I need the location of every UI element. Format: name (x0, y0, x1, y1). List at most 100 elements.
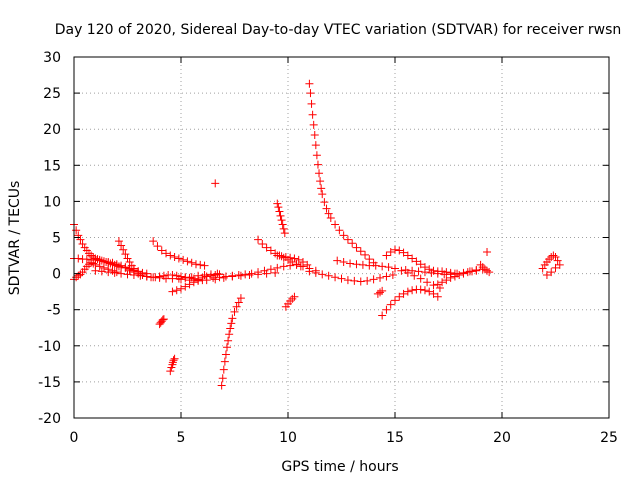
data-point (416, 274, 425, 283)
data-point (198, 273, 207, 282)
data-point (149, 237, 158, 246)
data-point (386, 247, 395, 256)
series-outlier-1 (211, 179, 220, 188)
data-point (72, 226, 81, 235)
data-point (273, 251, 282, 260)
series-arc-23 (476, 247, 494, 277)
data-point (438, 278, 447, 287)
data-point (136, 271, 145, 280)
data-point (117, 261, 126, 270)
data-point (350, 276, 359, 285)
data-point (288, 258, 297, 267)
data-point (241, 270, 250, 279)
data-point (549, 251, 558, 260)
data-point (459, 269, 468, 278)
data-point (296, 262, 305, 271)
series-arc-10 (177, 268, 280, 285)
series-arc-14 (281, 292, 299, 311)
data-point (112, 268, 121, 277)
data-point (371, 261, 380, 270)
data-point (200, 261, 209, 270)
data-point (352, 260, 361, 269)
data-point (378, 286, 387, 295)
y-tick-label: 25 (43, 86, 61, 102)
data-point (391, 264, 399, 273)
data-point (273, 263, 282, 272)
data-point (279, 224, 288, 233)
data-point (121, 263, 130, 272)
data-point (356, 247, 365, 256)
data-point (104, 268, 113, 277)
data-point (74, 271, 83, 280)
data-point (333, 256, 342, 265)
data-point (410, 271, 419, 280)
data-point (313, 160, 322, 169)
data-point (331, 273, 340, 282)
data-point (123, 254, 132, 263)
data-point (429, 266, 438, 275)
data-point (183, 257, 192, 266)
data-point (87, 258, 96, 267)
data-point (280, 229, 289, 238)
data-point (220, 357, 229, 366)
data-point (262, 269, 271, 278)
y-tick-label: 0 (52, 267, 61, 283)
data-point (234, 298, 243, 307)
data-point (170, 354, 179, 363)
data-point (320, 198, 329, 207)
data-point (303, 260, 312, 269)
x-axis-title: GPS time / hours (281, 459, 398, 475)
y-tick-label: -10 (38, 339, 61, 355)
data-point (274, 203, 283, 212)
data-point (72, 273, 81, 282)
data-point (420, 286, 429, 295)
data-point (217, 381, 226, 390)
data-point (76, 270, 85, 279)
data-point (382, 272, 391, 281)
data-point (337, 274, 346, 283)
data-point (271, 268, 280, 277)
x-tick-label: 10 (279, 430, 297, 446)
data-point (429, 289, 438, 298)
data-point (187, 258, 196, 267)
series-arc-7 (166, 354, 179, 376)
data-point (221, 350, 230, 359)
data-point (236, 271, 245, 280)
y-tick-label: 10 (43, 194, 61, 210)
data-point (423, 278, 432, 287)
data-point (275, 207, 284, 216)
data-point (276, 211, 285, 220)
data-point (348, 239, 357, 248)
data-point (335, 226, 344, 235)
data-point (224, 336, 233, 345)
data-point (97, 267, 106, 276)
data-point (322, 204, 331, 213)
data-point (310, 130, 319, 139)
data-point (288, 294, 297, 303)
data-point (159, 315, 168, 324)
data-point (189, 278, 198, 287)
data-point (384, 263, 393, 272)
data-point (230, 307, 239, 316)
data-point (408, 254, 417, 263)
data-point (211, 179, 220, 188)
data-point (281, 252, 290, 261)
data-point (376, 288, 385, 297)
data-point (352, 243, 361, 252)
data-point (286, 297, 295, 306)
data-point (108, 258, 117, 267)
data-point (551, 263, 560, 272)
data-point (273, 199, 282, 208)
data-point (343, 276, 352, 285)
data-point (78, 239, 87, 248)
data-point (317, 184, 326, 193)
data-point (416, 285, 425, 294)
data-point (414, 267, 423, 276)
data-point (433, 269, 442, 278)
data-point (121, 250, 130, 259)
data-point (138, 271, 147, 280)
data-point (382, 251, 391, 260)
data-point (378, 262, 387, 271)
data-point (194, 276, 203, 285)
data-point (277, 216, 286, 225)
